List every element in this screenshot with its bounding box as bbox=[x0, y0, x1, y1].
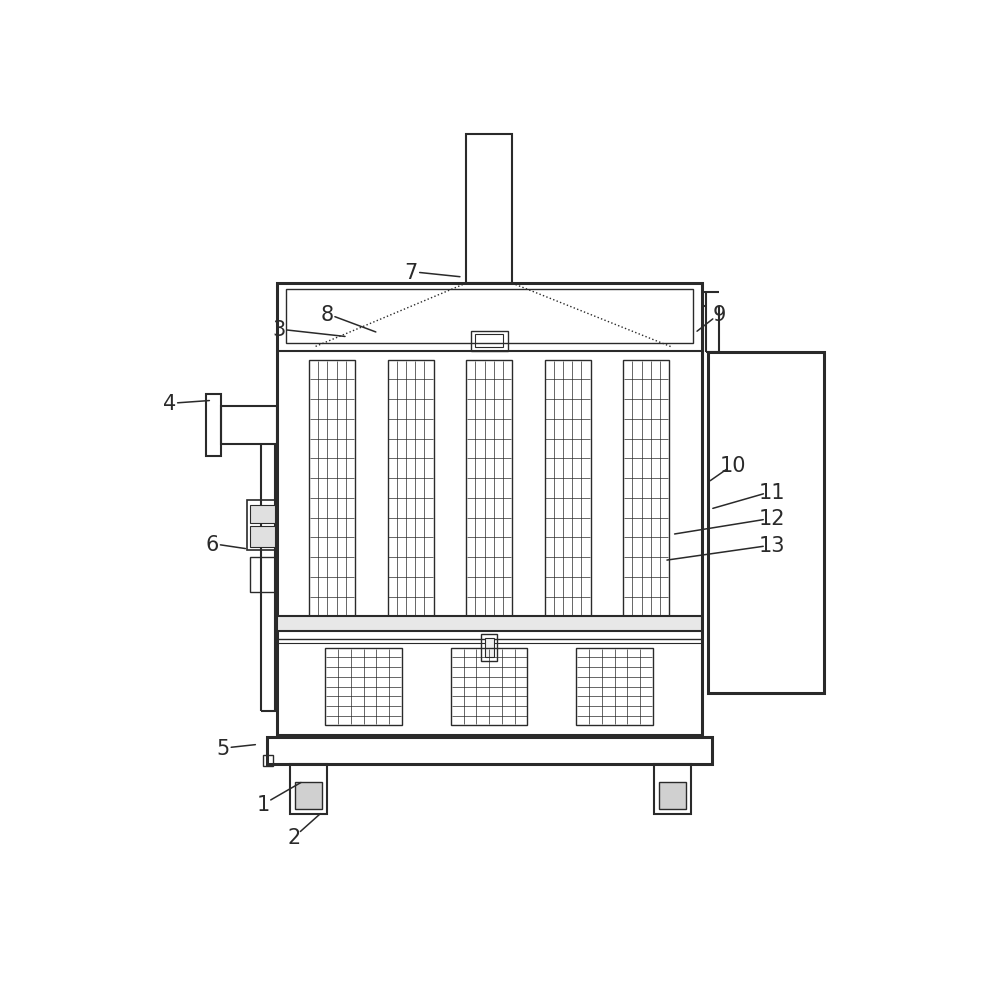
Bar bbox=[659, 782, 686, 809]
Bar bbox=[309, 361, 355, 616]
Bar bbox=[286, 290, 693, 344]
Bar bbox=[325, 648, 402, 726]
Bar bbox=[263, 755, 273, 766]
Bar bbox=[471, 331, 508, 351]
Text: 11: 11 bbox=[758, 482, 785, 502]
Bar bbox=[267, 738, 712, 764]
Text: 9: 9 bbox=[713, 304, 726, 324]
Text: 4: 4 bbox=[163, 394, 176, 414]
Text: 7: 7 bbox=[405, 262, 418, 282]
Text: 12: 12 bbox=[758, 509, 785, 529]
Bar bbox=[539, 623, 597, 627]
Text: 5: 5 bbox=[216, 739, 230, 758]
Bar bbox=[300, 616, 364, 627]
Bar bbox=[277, 284, 702, 736]
Bar bbox=[221, 407, 277, 444]
Text: 13: 13 bbox=[758, 536, 785, 556]
Bar bbox=[247, 500, 278, 551]
Text: 1: 1 bbox=[257, 794, 270, 814]
Bar bbox=[290, 764, 327, 814]
Text: 8: 8 bbox=[321, 304, 334, 324]
Bar bbox=[654, 764, 691, 814]
Bar bbox=[381, 623, 440, 627]
Bar bbox=[481, 634, 497, 661]
Bar bbox=[708, 353, 824, 694]
Bar bbox=[206, 395, 221, 456]
Bar bbox=[466, 361, 512, 616]
Bar bbox=[466, 134, 512, 284]
Bar bbox=[277, 616, 702, 631]
Bar bbox=[451, 648, 527, 726]
Bar bbox=[250, 506, 275, 524]
Bar bbox=[303, 623, 361, 627]
Text: 3: 3 bbox=[272, 320, 285, 340]
Text: 2: 2 bbox=[288, 827, 301, 847]
Bar bbox=[460, 623, 518, 627]
Bar bbox=[576, 648, 653, 726]
Text: 6: 6 bbox=[205, 534, 219, 554]
Bar bbox=[545, 361, 591, 616]
Bar bbox=[378, 616, 443, 627]
Bar bbox=[457, 616, 521, 627]
Bar bbox=[614, 616, 678, 627]
Bar bbox=[295, 782, 322, 809]
Bar bbox=[475, 334, 503, 348]
Bar bbox=[617, 623, 675, 627]
Bar bbox=[535, 616, 600, 627]
Bar bbox=[250, 526, 275, 547]
Text: 10: 10 bbox=[720, 455, 746, 475]
Bar bbox=[485, 638, 494, 657]
Bar bbox=[250, 558, 275, 592]
Bar bbox=[388, 361, 434, 616]
Bar bbox=[623, 361, 669, 616]
